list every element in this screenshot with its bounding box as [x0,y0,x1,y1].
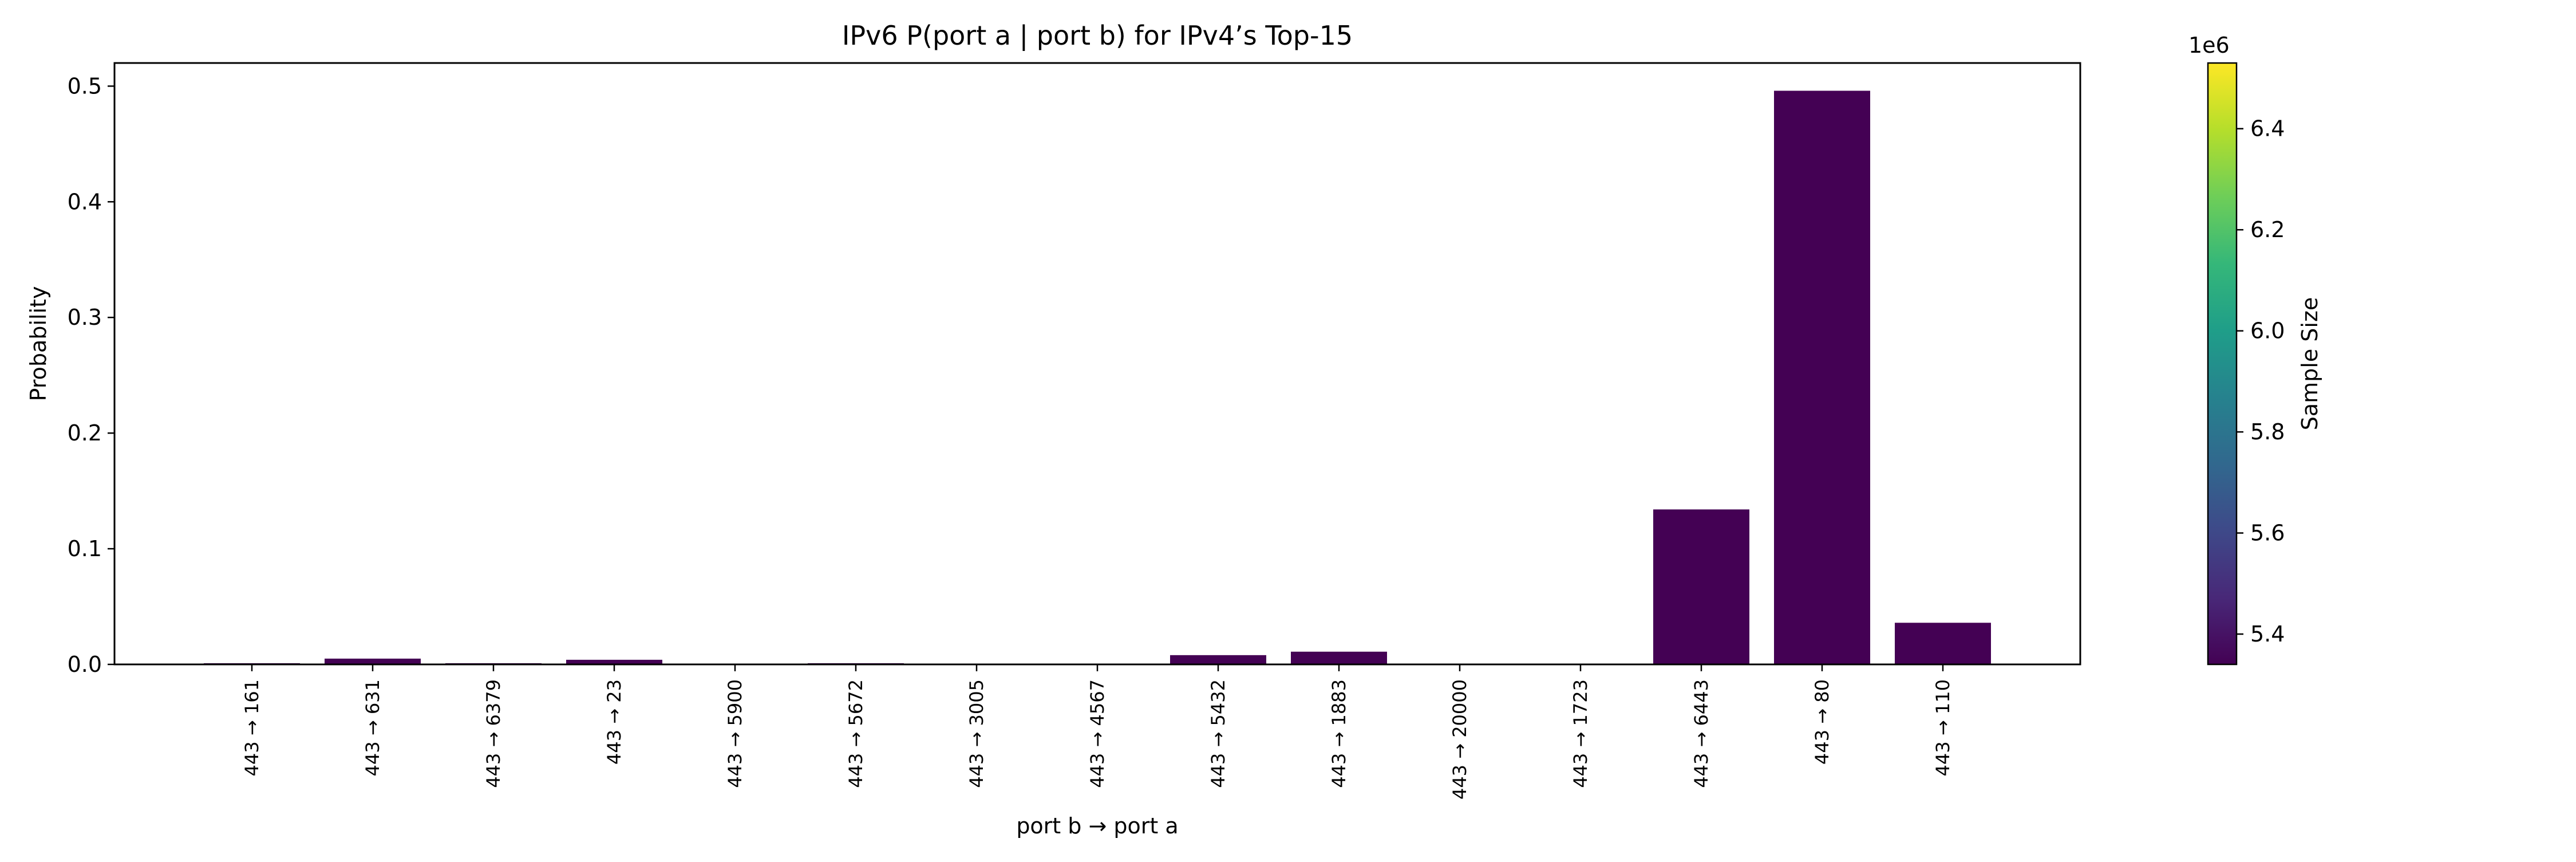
bar [1653,509,1749,664]
x-tick-label: 443 → 3005 [966,679,987,788]
x-tick-label: 443 → 5672 [845,679,867,788]
y-tick-label: 0.3 [68,305,102,330]
x-tick-label: 443 → 20000 [1449,679,1471,800]
bar [1291,651,1387,664]
plot-frame [113,62,2081,666]
x-tick-label: 443 → 110 [1932,679,1954,776]
y-tick-label: 0.2 [68,420,102,446]
bar [1774,90,1870,664]
colorbar-label: Sample Size [2297,297,2322,431]
bars-layer [204,90,1991,664]
colorbar [2207,62,2238,666]
x-tick-label: 443 → 6379 [483,679,504,788]
x-tick-label: 443 → 23 [603,679,625,765]
x-tick-label: 443 → 5432 [1207,679,1229,788]
y-axis-ticks: 0.0 0.1 0.2 0.3 0.4 0.5 [68,73,114,677]
bar [566,659,662,664]
x-tick-label: 443 → 631 [362,679,384,776]
x-tick-label: 443 → 161 [241,679,263,776]
y-axis-label: Probability [26,286,51,402]
x-tick-label: 443 → 1723 [1570,679,1591,788]
colorbar-tick-label: 6.2 [2250,217,2285,242]
y-tick-label: 0.5 [68,73,102,99]
bar [1895,623,1991,664]
y-tick-label: 0.1 [68,536,102,561]
x-tick-label: 443 → 4567 [1086,679,1108,788]
x-axis-ticks: 443 → 161 443 → 631 443 → 6379 443 → 23 443 … [241,664,1954,800]
chart-title: IPv6 P(port a | port b) for IPv4’s Top-1… [842,20,1353,52]
colorbar-ticks: 5.4 5.6 5.8 6.0 6.2 6.4 [2237,116,2285,647]
y-tick-label: 0.4 [68,189,102,214]
x-axis-label: port b → port a [1016,813,1178,839]
colorbar-exponent: 1e6 [2188,33,2230,58]
x-tick-label: 443 → 1883 [1328,679,1350,788]
colorbar-tick-label: 5.8 [2250,419,2285,444]
colorbar-tick-label: 6.0 [2250,318,2285,344]
y-tick-label: 0.0 [68,652,102,677]
colorbar-tick-label: 6.4 [2250,116,2285,141]
bar [325,658,421,664]
colorbar-tick-label: 5.4 [2250,621,2285,647]
x-tick-label: 443 → 6443 [1690,679,1712,788]
bar [1170,655,1266,664]
x-tick-label: 443 → 80 [1811,679,1833,765]
x-tick-label: 443 → 5900 [724,679,746,788]
colorbar-tick-label: 5.6 [2250,521,2285,546]
